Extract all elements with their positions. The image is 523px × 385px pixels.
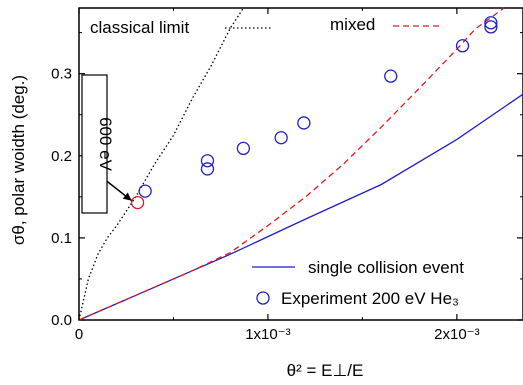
y-tick-label: 0.2 [51, 148, 72, 165]
experiment-point [297, 116, 311, 130]
legend-label-experiment: Experiment 200 eV He₃ [281, 289, 459, 308]
y-axis-label: σθ, polar woidth (deg.) [9, 75, 28, 245]
experiment-point [484, 20, 498, 34]
plot-frame [78, 7, 523, 321]
experiment-point [200, 162, 215, 176]
experiment-point [455, 39, 470, 53]
x-axis-label: θ² = E⊥/E [287, 361, 364, 380]
x-tick-label: 0 [75, 326, 83, 343]
legend-label-single-collision: single collision event [308, 258, 464, 277]
y-tick-label: 0.0 [51, 312, 72, 329]
y-tick-label: 0.1 [51, 230, 72, 247]
energy-label: 600 eV [96, 117, 115, 172]
x-tick-label: 1x10⁻³ [245, 326, 290, 343]
experiment-point [200, 154, 215, 168]
legend-circle-marker [256, 291, 270, 305]
experiment-point [384, 69, 398, 83]
series-group [78, 7, 523, 321]
points-group [87, 16, 498, 210]
annotation-mixed: mixed [330, 15, 375, 34]
series-line-dashed [78, 7, 505, 321]
x-tick-label: 2x10⁻³ [434, 326, 479, 343]
arrow-head [122, 192, 132, 201]
red-point [130, 195, 145, 210]
experiment-point [138, 184, 152, 198]
experiment-point [484, 16, 498, 30]
annotation-classical-limit: classical limit [90, 18, 189, 37]
y-tick-label: 0.3 [51, 66, 72, 83]
energy-box [81, 74, 108, 214]
legend: single collision event Experiment 200 eV… [252, 258, 464, 308]
experiment-point [236, 141, 251, 156]
experiment-point [274, 131, 288, 145]
series-line-dotted [78, 7, 244, 321]
